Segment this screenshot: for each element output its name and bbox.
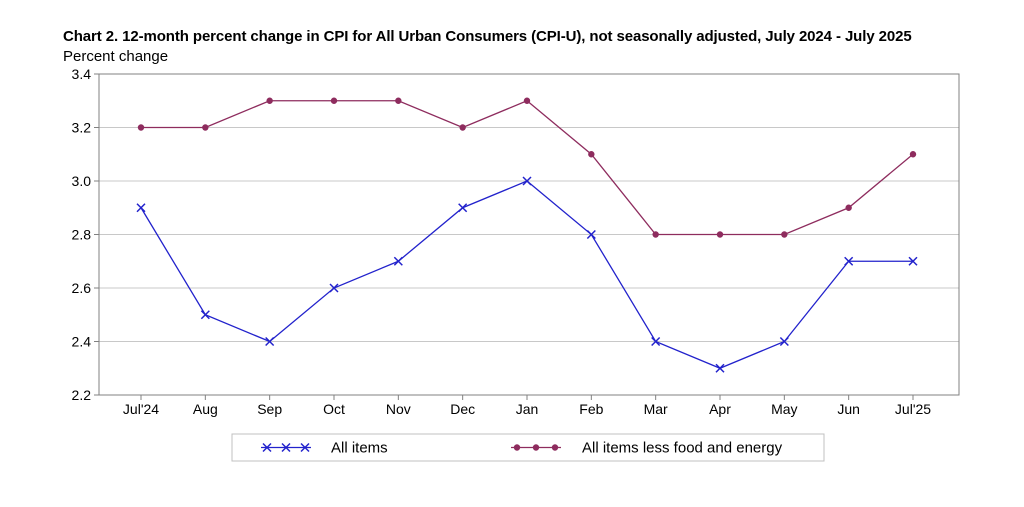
legend-item-all-items: All items — [261, 440, 388, 457]
x-marker-stroke — [908, 256, 918, 266]
legend-label: All items — [331, 440, 388, 457]
x-marker-stroke — [265, 336, 275, 347]
x-tick-label: Mar — [644, 401, 668, 417]
legend-marker — [532, 444, 540, 451]
y-tick-label: 2.6 — [72, 280, 92, 296]
x-tick-label: Apr — [709, 401, 731, 417]
legend-marker — [513, 444, 521, 451]
data-point-all-items-less-food-and-energy — [459, 124, 466, 131]
y-tick-label: 3.0 — [72, 173, 92, 189]
x-marker-stroke — [715, 363, 725, 373]
legend-marker — [262, 442, 272, 453]
x-tick-label: Sep — [257, 401, 282, 417]
y-tick-label: 2.2 — [72, 387, 92, 403]
x-marker-stroke — [329, 283, 339, 293]
x-tick-label: Jun — [837, 401, 860, 417]
data-point-all-items-less-food-and-energy — [395, 97, 402, 104]
data-point-all-items-less-food-and-energy — [845, 204, 852, 211]
x-marker-stroke — [458, 203, 468, 213]
legend-item-all-items-less-food-and-energy: All items less food and energy — [511, 440, 783, 457]
data-point-all-items — [779, 336, 789, 347]
x-marker-stroke — [393, 256, 403, 266]
data-point-all-items-less-food-and-energy — [588, 151, 595, 158]
data-point-all-items-less-food-and-energy — [716, 231, 724, 238]
legend-label: All items less food and energy — [582, 440, 783, 457]
x-tick-label: Feb — [579, 401, 603, 417]
y-axis-unit-label: Percent change — [63, 48, 169, 65]
x-marker-stroke — [262, 442, 272, 453]
y-tick-label: 2.8 — [72, 227, 92, 243]
data-point-all-items-less-food-and-energy — [330, 97, 338, 104]
data-point-all-items — [522, 176, 532, 186]
x-marker-stroke — [522, 176, 532, 186]
legend-marker — [551, 444, 559, 451]
data-point-all-items-less-food-and-energy — [202, 124, 209, 131]
chart-title: Chart 2. 12-month percent change in CPI … — [63, 28, 912, 45]
series-line-all-items-less-food-and-energy — [141, 99, 914, 236]
x-tick-label: Aug — [193, 401, 218, 417]
x-marker-stroke — [281, 442, 291, 453]
y-tick-label: 2.4 — [72, 334, 92, 350]
x-tick-label: Oct — [323, 401, 345, 417]
data-point-all-items — [586, 229, 596, 240]
data-point-all-items-less-food-and-energy — [266, 97, 273, 104]
x-tick-label: Nov — [386, 401, 411, 417]
x-marker-stroke — [586, 229, 596, 240]
data-point-all-items-less-food-and-energy — [137, 124, 145, 131]
x-marker-stroke — [651, 336, 661, 347]
data-point-all-items-less-food-and-energy — [781, 231, 788, 238]
data-point-all-items — [844, 256, 854, 266]
data-point-all-items — [908, 256, 918, 266]
x-marker-stroke — [200, 310, 210, 320]
x-tick-label: Jul'24 — [123, 401, 159, 417]
data-point-all-items — [393, 256, 403, 266]
y-tick-label: 3.2 — [72, 120, 92, 136]
legend-marker — [300, 442, 310, 453]
x-marker-stroke — [136, 203, 146, 213]
x-tick-label: Jan — [516, 401, 539, 417]
x-tick-label: May — [771, 401, 797, 417]
data-point-all-items — [200, 310, 210, 320]
legend-marker — [281, 442, 291, 453]
y-tick-label: 3.4 — [72, 66, 92, 82]
x-marker-stroke — [300, 442, 310, 453]
data-point-all-items — [136, 203, 146, 213]
data-point-all-items — [265, 336, 275, 347]
x-tick-label: Jul'25 — [895, 401, 931, 417]
data-point-all-items — [715, 363, 725, 373]
data-point-all-items-less-food-and-energy — [523, 97, 531, 104]
x-marker-stroke — [779, 336, 789, 347]
data-point-all-items — [458, 203, 468, 213]
x-tick-label: Dec — [450, 401, 475, 417]
data-point-all-items-less-food-and-energy — [652, 231, 659, 238]
plot-area-frame — [98, 73, 960, 396]
series-line-all-items — [140, 180, 913, 369]
x-marker-stroke — [844, 256, 854, 266]
data-point-all-items — [329, 283, 339, 293]
data-point-all-items — [651, 336, 661, 347]
data-point-all-items-less-food-and-energy — [909, 151, 917, 158]
